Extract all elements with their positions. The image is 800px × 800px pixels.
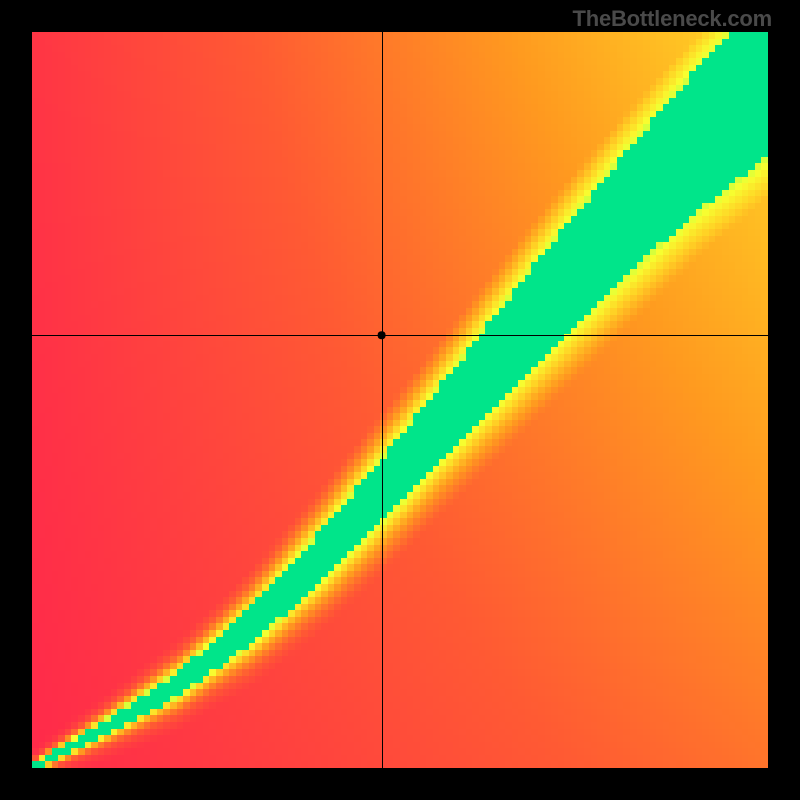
bottleneck-heatmap	[32, 32, 768, 768]
figure-root: TheBottleneck.com	[0, 0, 800, 800]
watermark-text: TheBottleneck.com	[572, 6, 772, 32]
